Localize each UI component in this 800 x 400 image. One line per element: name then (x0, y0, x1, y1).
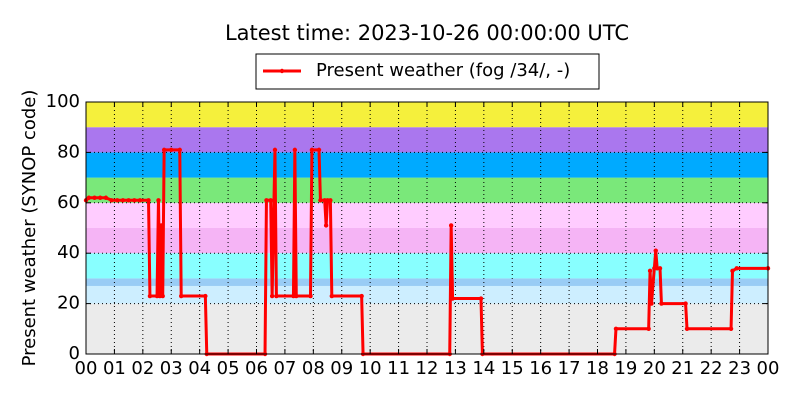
x-tick-label: 12 (416, 358, 439, 379)
x-tick-label: 09 (330, 358, 353, 379)
data-point (120, 198, 126, 203)
x-tick-label: 17 (558, 358, 581, 379)
y-tick-label: 0 (69, 343, 80, 364)
data-point (268, 198, 273, 203)
data-point (683, 301, 688, 306)
x-tick-label: 04 (188, 358, 211, 379)
x-tick-label: 05 (217, 358, 240, 379)
data-point (126, 198, 131, 203)
data-point (264, 198, 269, 203)
data-point (177, 147, 182, 153)
x-tick-label: 00 (757, 358, 780, 379)
data-point (684, 326, 690, 331)
x-tick-label: 16 (529, 358, 552, 379)
data-point (359, 293, 364, 299)
data-point (448, 223, 454, 228)
data-point (323, 223, 329, 228)
x-tick-label: 06 (245, 358, 268, 379)
data-point (160, 293, 165, 299)
x-tick-label: 10 (359, 358, 382, 379)
x-tick-label: 01 (103, 358, 126, 379)
legend-label: Present weather (fog /34/, -) (316, 60, 570, 81)
data-point (649, 301, 654, 306)
plot (83, 147, 771, 357)
data-point (86, 195, 92, 200)
data-point (156, 198, 161, 203)
y-tick-label: 80 (57, 141, 80, 162)
x-tick-label: 18 (586, 358, 609, 379)
data-point (653, 248, 658, 253)
x-tick-label: 22 (700, 358, 723, 379)
y-tick-label: 100 (46, 91, 80, 112)
x-tick-label: 13 (444, 358, 467, 379)
legend-marker (279, 68, 285, 74)
x-tick-label: 21 (671, 358, 694, 379)
x-tick-label: 00 (75, 358, 98, 379)
data-point (292, 147, 298, 153)
x-tick-label: 07 (273, 358, 296, 379)
data-point (269, 293, 275, 299)
x-tick-label: 02 (131, 358, 154, 379)
x-tick-label: 15 (501, 358, 524, 379)
x-tick-label: 11 (387, 358, 410, 379)
band (86, 303, 768, 354)
data-point (734, 266, 739, 271)
legend: Present weather (fog /34/, -) (255, 53, 600, 90)
data-point (308, 293, 313, 299)
data-point (659, 301, 664, 306)
data-point (132, 198, 137, 203)
data-point (159, 223, 164, 228)
data-point (657, 266, 663, 271)
data-point (203, 293, 208, 299)
data-point (161, 147, 167, 153)
y-tick-label: 20 (57, 293, 80, 314)
chart-title: Latest time: 2023-10-26 00:00:00 UTC (225, 21, 629, 45)
data-point (294, 293, 299, 299)
y-tick-label: 60 (57, 192, 80, 213)
x-tick-label: 23 (728, 358, 751, 379)
data-point (478, 296, 484, 301)
data-point (450, 296, 455, 301)
data-point (98, 195, 103, 200)
data-point (309, 147, 315, 153)
data-point (103, 195, 109, 200)
band (86, 228, 768, 254)
data-point (109, 198, 114, 203)
data-point (272, 147, 278, 153)
band (86, 152, 768, 178)
data-point (274, 293, 279, 299)
data-point (728, 326, 734, 331)
data-point (147, 293, 153, 299)
data-point (178, 293, 184, 299)
data-point (169, 147, 174, 153)
data-point (647, 268, 653, 274)
data-point (646, 326, 651, 331)
y-axis-label: Present weather (SYNOP code) (19, 90, 40, 367)
data-point (318, 198, 323, 203)
x-tick-label: 14 (472, 358, 495, 379)
bands (86, 102, 768, 354)
data-point (92, 195, 97, 200)
data-point (115, 198, 120, 203)
data-point (137, 198, 143, 203)
data-point (328, 198, 333, 203)
x-tick-label: 08 (302, 358, 325, 379)
y-tick-label: 40 (57, 242, 80, 263)
data-point (316, 147, 322, 153)
band (86, 127, 768, 153)
x-tick-label: 19 (614, 358, 637, 379)
x-tick-label: 03 (160, 358, 183, 379)
x-tick-label: 20 (643, 358, 666, 379)
data-point (146, 198, 151, 203)
legend-box (255, 53, 600, 90)
data-point (613, 326, 619, 331)
data-point (329, 293, 335, 299)
data-point (730, 268, 735, 274)
